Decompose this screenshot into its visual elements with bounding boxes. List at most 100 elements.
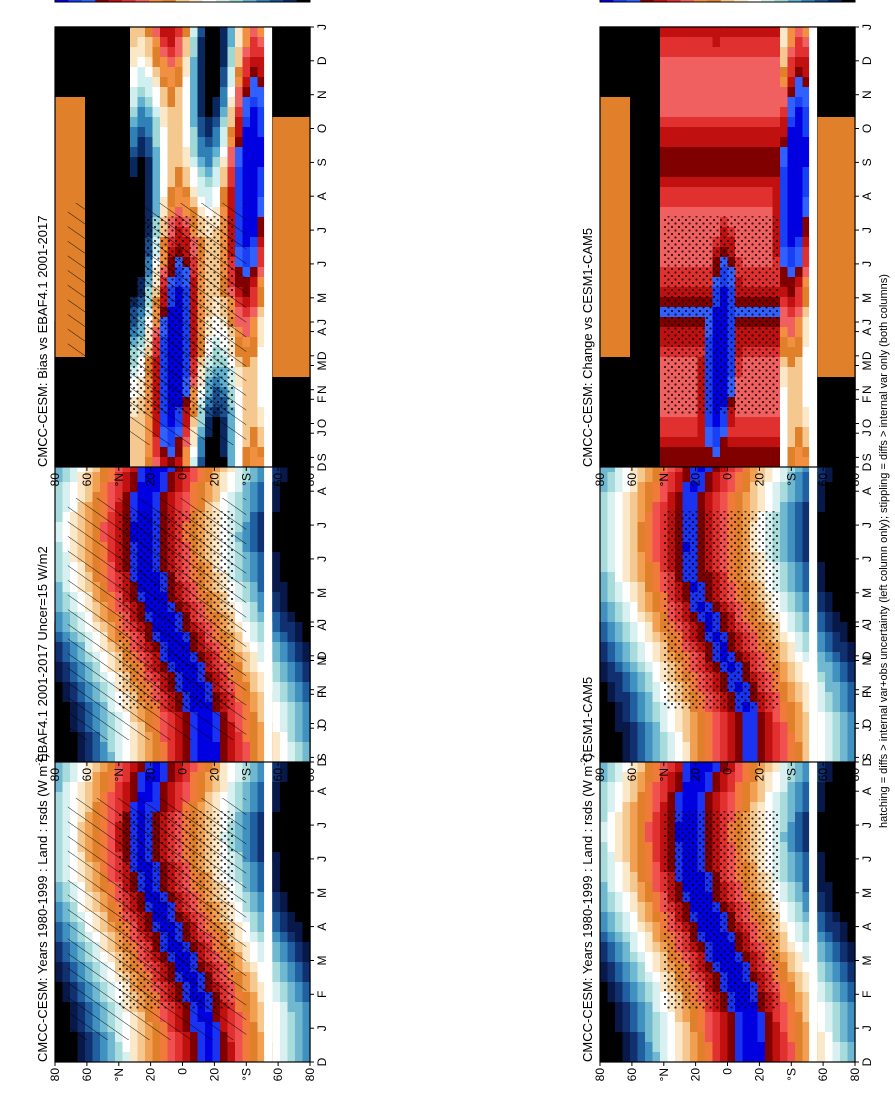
heatmap-cell: [295, 541, 303, 552]
lat-label: 60: [271, 768, 285, 782]
heatmap-cell: [735, 751, 743, 762]
heatmap-cell: [235, 1041, 243, 1052]
heatmap-cell: [720, 1041, 728, 1052]
heatmap-cell: [273, 901, 281, 912]
heatmap-cell: [303, 1051, 311, 1062]
heatmap-cell: [698, 1051, 706, 1062]
heatmap-cell: [638, 821, 646, 832]
heatmap-cell: [303, 871, 311, 882]
heatmap-cell: [273, 691, 281, 702]
heatmap-cell: [280, 871, 288, 882]
heatmap-cell: [788, 701, 796, 712]
heatmap-cell: [765, 1021, 773, 1032]
heatmap-cell: [615, 1051, 623, 1062]
heatmap-cell: [280, 711, 288, 722]
heatmap-cell: [303, 491, 311, 502]
heatmap-cell: [840, 911, 848, 922]
heatmap-cell: [653, 951, 661, 962]
heatmap-cell: [168, 751, 176, 762]
heatmap-cell: [780, 951, 788, 962]
heatmap-cell: [600, 731, 608, 742]
heatmap-cell: [638, 841, 646, 852]
heatmap-cell: [250, 651, 258, 662]
heatmap-cell: [780, 941, 788, 952]
heatmap-cell: [683, 731, 691, 742]
heatmap-cell: [705, 751, 713, 762]
heatmap-cell: [675, 761, 683, 772]
heatmap-cell: [660, 1011, 668, 1022]
heatmap-cell: [623, 1041, 631, 1052]
heatmap-cell: [160, 1051, 168, 1062]
heatmap-cell: [55, 801, 63, 812]
heatmap-cell: [303, 651, 311, 662]
heatmap-cell: [720, 1021, 728, 1032]
heatmap-cell: [848, 741, 856, 752]
heatmap-cell: [250, 531, 258, 542]
heatmap-cell: [198, 771, 206, 782]
heatmap-cell: [795, 921, 803, 932]
heatmap-cell: [818, 721, 826, 732]
heatmap-cell: [615, 781, 623, 792]
heatmap-cell: [623, 701, 631, 712]
heatmap-cell: [743, 1041, 751, 1052]
heatmap-cell: [653, 701, 661, 712]
heatmap-cell: [825, 821, 833, 832]
heatmap-cell: [638, 1001, 646, 1012]
heatmap-cell: [183, 1051, 191, 1062]
heatmap-cell: [840, 891, 848, 902]
heatmap-cell: [780, 721, 788, 732]
heatmap-cell: [713, 721, 721, 732]
heatmap-cell: [273, 1041, 281, 1052]
heatmap-cell: [608, 811, 616, 822]
heatmap-cell: [600, 741, 608, 752]
heatmap-cell: [280, 651, 288, 662]
heatmap-cell: [690, 721, 698, 732]
heatmap-cell: [228, 471, 236, 482]
heatmap-cell: [833, 841, 841, 852]
heatmap-cell: [773, 1011, 781, 1022]
heatmap-cell: [705, 731, 713, 742]
heatmap-cell: [728, 1021, 736, 1032]
heatmap-cell: [295, 1051, 303, 1062]
month-label: J: [315, 522, 329, 528]
month-label: A: [315, 787, 329, 795]
heatmap-cell: [205, 741, 213, 752]
heatmap-cell: [825, 841, 833, 852]
heatmap-cell: [288, 911, 296, 922]
heatmap-cell: [840, 1051, 848, 1062]
heatmap-cell: [638, 791, 646, 802]
heatmap-cell: [743, 721, 751, 732]
heatmap-cell: [600, 1011, 608, 1022]
heatmap-cell: [615, 1021, 623, 1032]
heatmap-cell: [630, 701, 638, 712]
heatmap-cell: [615, 751, 623, 762]
heatmap-cell: [280, 1031, 288, 1042]
heatmap-cell: [608, 691, 616, 702]
heatmap-cell: [295, 701, 303, 712]
heatmap-cell: [250, 901, 258, 912]
heatmap-cell: [55, 941, 63, 952]
heatmap-cell: [623, 1051, 631, 1062]
heatmap-cell: [295, 791, 303, 802]
heatmap-cell: [55, 691, 63, 702]
heatmap-cell: [758, 731, 766, 742]
heatmap-cell: [713, 801, 721, 812]
heatmap-cell: [303, 711, 311, 722]
heatmap-cell: [675, 1011, 683, 1022]
heatmap-cell: [645, 691, 653, 702]
heatmap-cell: [288, 1041, 296, 1052]
heatmap-cell: [848, 971, 856, 982]
heatmap-cell: [295, 1001, 303, 1012]
heatmap-cell: [615, 721, 623, 732]
heatmap-cell: [608, 941, 616, 952]
heatmap-cell: [638, 921, 646, 932]
heatmap-cell: [818, 971, 826, 982]
heatmap-cell: [303, 691, 311, 702]
heatmap-cell: [608, 781, 616, 792]
heatmap-cell: [698, 731, 706, 742]
heatmap-cell: [600, 931, 608, 942]
month-label: J: [315, 822, 329, 828]
heatmap-cell: [705, 1041, 713, 1052]
heatmap-cell: [123, 1041, 131, 1052]
heatmap-cell: [608, 991, 616, 1002]
